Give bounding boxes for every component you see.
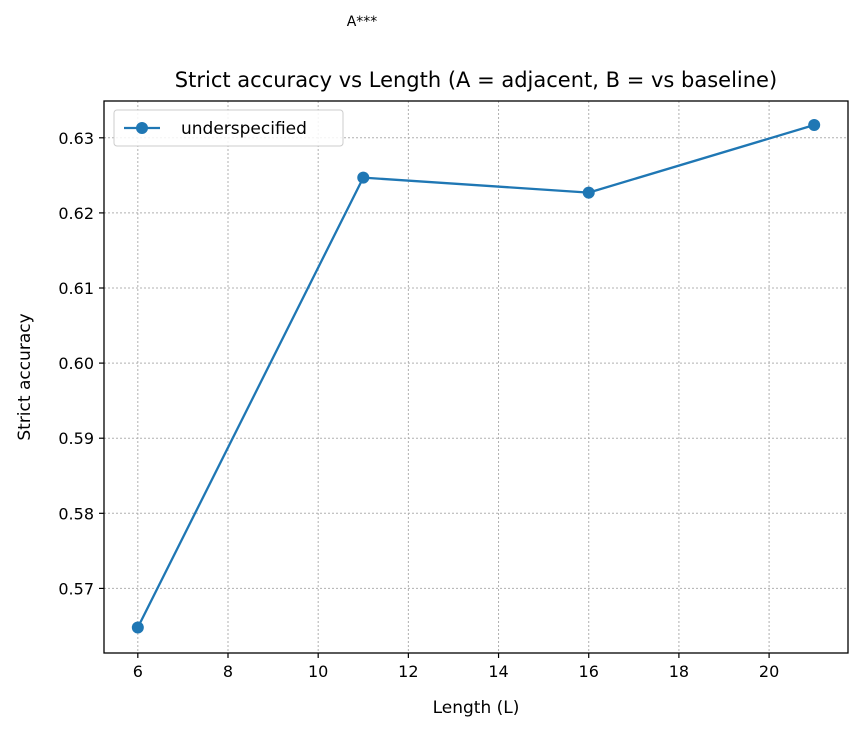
y-axis-label: Strict accuracy [15,313,35,440]
legend-box [113,109,344,147]
significance-annotation: A*** [347,14,378,30]
y-tick-label: 0.57 [58,579,94,598]
legend-marker-swatch [136,122,148,134]
plot-frame [103,100,849,654]
series-layer [131,119,821,634]
x-tick-label: 6 [133,662,143,681]
data-point [582,186,595,199]
x-tick-label: 10 [308,662,328,681]
data-point [357,171,370,184]
y-tick-label: 0.59 [58,429,94,448]
data-point [808,119,821,132]
y-tick-label: 0.58 [58,504,94,523]
data-point [131,621,144,634]
legend-label: underspecified [181,119,307,139]
y-tick-label: 0.61 [58,279,94,298]
x-tick-label: 12 [398,662,418,681]
x-tick-label: 18 [669,662,689,681]
y-tick-label: 0.62 [58,204,94,223]
grid [104,101,848,653]
chart-title: Strict accuracy vs Length (A = adjacent,… [175,68,777,92]
x-tick-label: 20 [759,662,779,681]
legend: underspecified [113,109,344,147]
y-tick-label: 0.63 [58,129,94,148]
x-tick-label: 14 [488,662,508,681]
axis-ticks: 6 8 10 12 14 16 18 20 0.57 0.58 0.59 0.60 0.61 0.62 0.… [58,129,779,681]
x-axis-label: Length (L) [433,698,520,718]
x-tick-label: 8 [223,662,233,681]
x-tick-label: 16 [579,662,599,681]
series-line-underspecified [136,123,815,628]
y-tick-label: 0.60 [58,354,94,373]
